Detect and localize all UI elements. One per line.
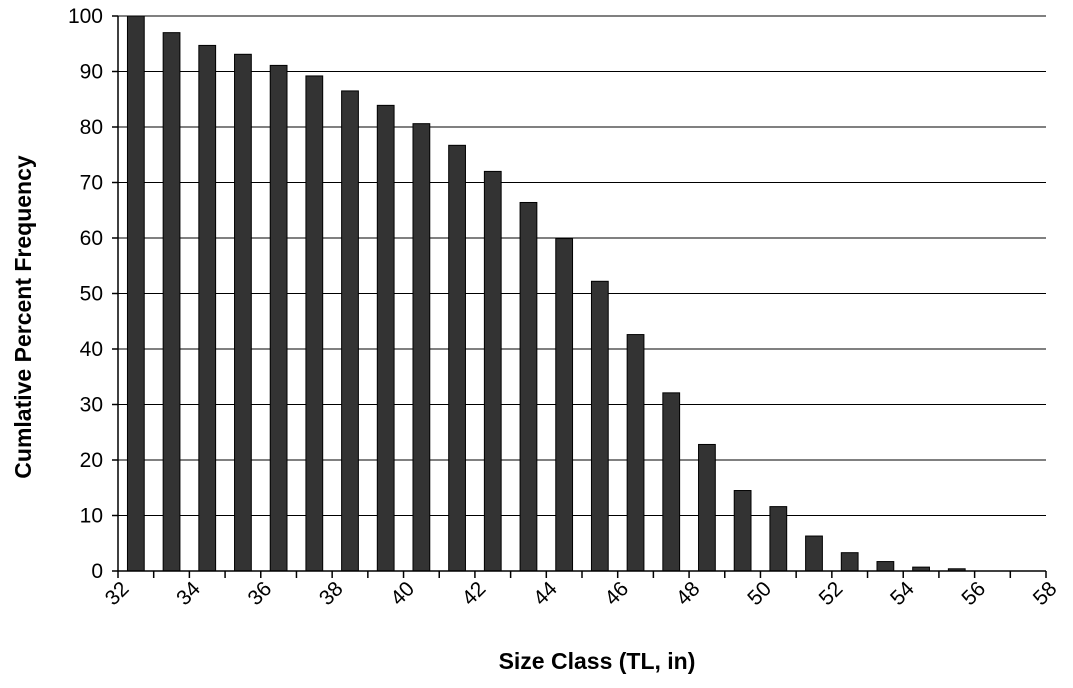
y-tick-label: 90 <box>80 61 103 84</box>
x-axis-title: Size Class (TL, in) <box>499 648 696 674</box>
x-tick-label: 48 <box>672 577 705 610</box>
bar-32 <box>126 15 145 572</box>
x-tick-label: 46 <box>600 577 633 610</box>
y-axis-title: Cumlative Percent Frequency <box>10 155 36 479</box>
x-tick-label: 58 <box>1029 577 1062 610</box>
x-tick-labels: 32 34 36 38 40 42 44 46 48 50 52 54 56 58 <box>101 577 1062 610</box>
bar-48 <box>698 443 716 572</box>
x-tick-label: 34 <box>172 577 205 610</box>
y-tick-label: 30 <box>80 394 103 417</box>
bar-53 <box>876 561 895 572</box>
x-tick-label: 38 <box>315 577 348 610</box>
x-tick-label: 44 <box>529 577 562 610</box>
y-tick-label: 70 <box>80 172 103 195</box>
bar-49 <box>733 490 752 572</box>
bar-39 <box>376 104 395 572</box>
x-tick-label: 50 <box>743 577 776 610</box>
y-tick-label: 10 <box>80 505 103 528</box>
bar-47 <box>662 392 681 572</box>
y-tick-label: 40 <box>80 338 103 361</box>
bar-43 <box>519 201 538 572</box>
y-tick-label: 0 <box>91 560 103 583</box>
x-tick-label: 56 <box>957 577 990 610</box>
axes <box>112 15 1047 578</box>
x-tick-label: 32 <box>101 577 134 610</box>
bar-50 <box>769 506 788 572</box>
bar-44 <box>555 238 574 572</box>
y-tick-label: 50 <box>80 283 103 306</box>
bar-42 <box>483 170 502 572</box>
bar-37 <box>305 75 324 572</box>
bar-51 <box>805 535 823 572</box>
bar-35 <box>234 53 252 572</box>
x-tick-label: 36 <box>244 577 277 610</box>
y-tick-label: 20 <box>80 449 103 472</box>
bar-52 <box>840 552 859 572</box>
bar-34 <box>198 44 217 572</box>
bar-36 <box>269 64 288 572</box>
y-tick-labels: 0 10 20 30 40 50 60 70 80 90 100 <box>68 5 103 583</box>
y-tick-label: 100 <box>68 5 103 28</box>
x-tick-label: 42 <box>458 577 491 610</box>
bar-41 <box>448 144 466 572</box>
bars <box>126 15 966 572</box>
bar-40 <box>412 123 431 572</box>
x-tick-label: 40 <box>386 577 419 610</box>
x-tick-label: 54 <box>886 577 919 610</box>
bar-45 <box>590 280 609 572</box>
x-tick-label: 52 <box>815 577 848 610</box>
y-tick-label: 80 <box>80 116 103 139</box>
y-tick-label: 60 <box>80 227 103 250</box>
gridlines <box>118 15 1046 516</box>
bar-38 <box>341 90 359 572</box>
bar-46 <box>626 334 645 572</box>
bar-33 <box>162 32 181 572</box>
